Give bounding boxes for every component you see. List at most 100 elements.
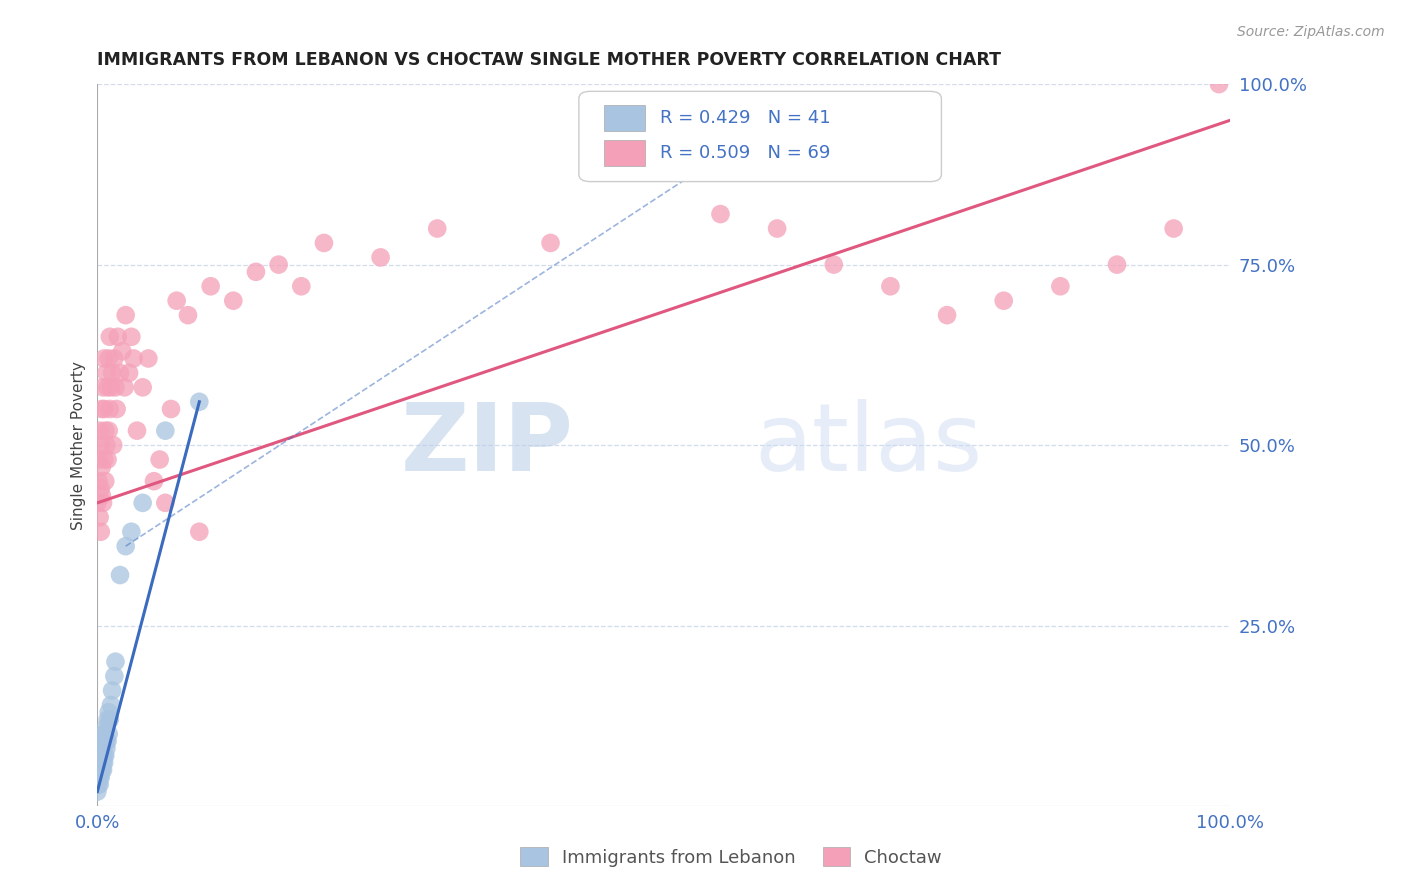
Point: [93, 452, 115, 467]
Point: [96, 452, 118, 467]
Point: [96, 366, 118, 380]
Point: [149, 452, 172, 467]
Point: [91, 727, 114, 741]
Point: [91, 756, 114, 770]
Point: [104, 655, 127, 669]
Point: [89, 770, 111, 784]
Point: [114, 539, 136, 553]
Point: [98, 713, 121, 727]
Point: [90, 763, 112, 777]
Text: atlas: atlas: [755, 399, 983, 491]
Point: [90, 770, 112, 784]
Point: [823, 258, 845, 272]
Text: ZIP: ZIP: [401, 399, 574, 491]
Point: [103, 669, 125, 683]
Point: [879, 279, 901, 293]
Point: [108, 366, 131, 380]
Point: [90, 748, 112, 763]
Point: [89, 510, 111, 524]
Point: [101, 683, 124, 698]
Point: [97, 705, 120, 719]
Point: [90, 402, 112, 417]
Point: [107, 330, 129, 344]
Point: [426, 221, 449, 235]
Text: R = 0.429   N = 41: R = 0.429 N = 41: [661, 109, 831, 127]
Point: [98, 402, 121, 417]
Point: [143, 474, 166, 488]
Point: [766, 221, 789, 235]
FancyBboxPatch shape: [603, 104, 644, 131]
Point: [100, 698, 122, 712]
Point: [96, 734, 118, 748]
Point: [90, 459, 112, 474]
Point: [120, 524, 142, 539]
Point: [90, 489, 112, 503]
Point: [87, 474, 110, 488]
Point: [245, 265, 267, 279]
Point: [114, 380, 136, 394]
Point: [267, 258, 290, 272]
Point: [90, 756, 112, 770]
Point: [86, 784, 108, 798]
Point: [290, 279, 312, 293]
Point: [96, 438, 118, 452]
Text: R = 0.509   N = 69: R = 0.509 N = 69: [661, 144, 831, 161]
Point: [111, 344, 134, 359]
Point: [97, 351, 120, 366]
Point: [89, 763, 111, 777]
Point: [90, 763, 112, 777]
Point: [1049, 279, 1071, 293]
Point: [91, 380, 114, 394]
Point: [96, 734, 118, 748]
Point: [1163, 221, 1185, 235]
Point: [160, 402, 183, 417]
Point: [87, 777, 110, 791]
Point: [87, 763, 110, 777]
Point: [90, 741, 112, 756]
Point: [89, 777, 111, 791]
Point: [93, 402, 115, 417]
Point: [97, 727, 120, 741]
Point: [108, 568, 131, 582]
Point: [166, 293, 188, 308]
Point: [131, 380, 153, 394]
Point: [87, 770, 110, 784]
Point: [90, 482, 112, 496]
Point: [94, 748, 117, 763]
Point: [188, 524, 211, 539]
Point: [89, 756, 111, 770]
Point: [1208, 77, 1230, 91]
Point: [1105, 258, 1128, 272]
Point: [122, 351, 145, 366]
FancyBboxPatch shape: [603, 140, 644, 166]
Point: [222, 293, 245, 308]
Point: [91, 748, 114, 763]
Point: [91, 763, 114, 777]
Point: [97, 424, 120, 438]
Point: [103, 438, 125, 452]
Point: [93, 756, 115, 770]
Point: [155, 496, 177, 510]
Point: [98, 330, 121, 344]
Point: [131, 496, 153, 510]
Point: [138, 351, 160, 366]
Point: [96, 741, 118, 756]
Point: [93, 351, 115, 366]
Point: [94, 727, 117, 741]
Point: [155, 424, 177, 438]
Point: [94, 474, 117, 488]
Point: [125, 424, 148, 438]
Point: [91, 496, 114, 510]
Legend: Immigrants from Lebanon, Choctaw: Immigrants from Lebanon, Choctaw: [513, 840, 949, 874]
Point: [177, 308, 200, 322]
Y-axis label: Single Mother Poverty: Single Mother Poverty: [72, 360, 86, 530]
Point: [96, 713, 118, 727]
Point: [94, 424, 117, 438]
Point: [96, 380, 118, 394]
Point: [93, 734, 115, 748]
Point: [105, 402, 128, 417]
Point: [709, 207, 731, 221]
Point: [936, 308, 959, 322]
Point: [90, 438, 112, 452]
Point: [100, 380, 122, 394]
